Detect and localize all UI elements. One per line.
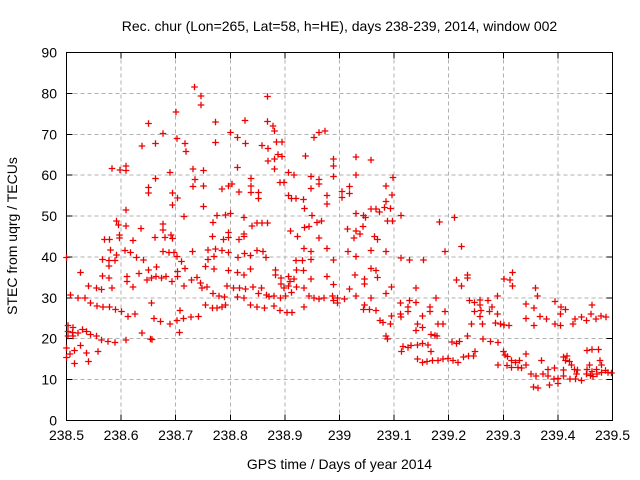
x-tick-label: 239.4	[540, 427, 575, 443]
y-tick-label: 40	[41, 249, 57, 265]
y-tick-label: 50	[41, 208, 57, 224]
y-tick-label: 10	[41, 372, 57, 388]
x-tick-label: 238.6	[104, 427, 139, 443]
y-tick-label: 80	[41, 85, 57, 101]
data-points-markers	[63, 83, 615, 392]
x-tick-label: 239.3	[486, 427, 521, 443]
y-axis-label: STEC from uqrg / TECUs	[4, 157, 20, 315]
x-tick-labels: 238.5 238.6 238.7 238.8 238.9 239 239.1 239.2 23…	[49, 427, 630, 443]
x-tick-label: 239.2	[431, 427, 466, 443]
y-tick-label: 0	[49, 413, 57, 429]
y-tick-label: 60	[41, 167, 57, 183]
y-tick-label: 30	[41, 290, 57, 306]
x-tick-label: 238.7	[158, 427, 193, 443]
plot-title: Rec. chur (Lon=265, Lat=58, h=HE), days …	[122, 18, 558, 34]
grid-layer	[66, 52, 613, 421]
plot-border	[66, 52, 613, 421]
x-tick-label: 239.1	[377, 427, 412, 443]
x-tick-label: 239.5	[595, 427, 630, 443]
x-tick-label: 238.9	[267, 427, 302, 443]
x-tick-label: 238.5	[49, 427, 84, 443]
x-axis-label: GPS time / Days of year 2014	[247, 456, 432, 472]
y-tick-label: 90	[41, 45, 57, 61]
y-tick-label: 70	[41, 126, 57, 142]
x-tick-label: 238.8	[213, 427, 248, 443]
y-tick-label: 20	[41, 331, 57, 347]
x-tick-label: 239	[328, 427, 352, 443]
y-tick-labels: 0 10 20 30 40 50 60 70 80 90	[41, 45, 57, 429]
